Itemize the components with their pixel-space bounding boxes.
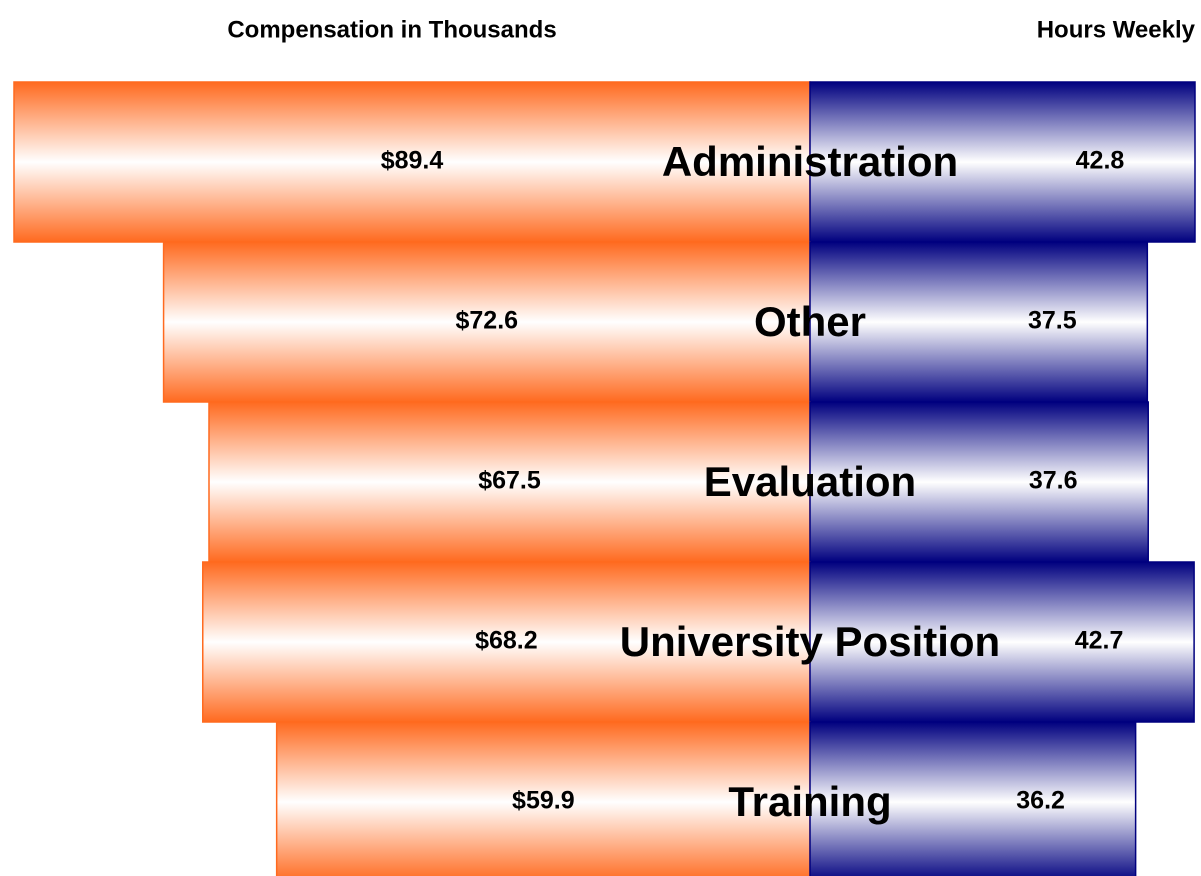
value-label: $89.4 — [381, 147, 444, 175]
category-text: Evaluation — [703, 457, 917, 505]
bar-compensation — [208, 401, 811, 563]
category-label: Training — [728, 777, 892, 825]
bar-hours — [809, 561, 1195, 723]
value-label: $67.5 — [478, 467, 541, 495]
bar-compensation — [13, 81, 811, 243]
bar-compensation — [162, 241, 811, 403]
category-label: Evaluation — [703, 457, 917, 505]
category-label: University Position — [619, 617, 1001, 665]
bar-hours — [809, 81, 1196, 243]
value-label: 37.6 — [1029, 467, 1078, 495]
value-label: 42.7 — [1075, 627, 1124, 655]
category-text: Other — [753, 297, 866, 345]
value-label: 36.2 — [1016, 787, 1065, 815]
category-text: University Position — [619, 617, 1001, 665]
value-label: $59.9 — [512, 787, 575, 815]
bar-hours — [809, 721, 1137, 876]
category-label: Administration — [661, 137, 959, 185]
bar-compensation — [275, 721, 811, 876]
category-text: Administration — [661, 137, 959, 185]
legend-right: Hours Weekly — [1037, 16, 1196, 43]
value-label: 42.8 — [1076, 147, 1125, 175]
bar-hours — [809, 241, 1149, 403]
category-text: Training — [728, 777, 892, 825]
value-label: 37.5 — [1028, 307, 1077, 335]
bar-hours — [809, 401, 1149, 563]
value-label: $68.2 — [475, 627, 538, 655]
bar-compensation — [202, 561, 811, 723]
category-label: Other — [753, 297, 866, 345]
value-label: $72.6 — [456, 307, 519, 335]
legend-left: Compensation in Thousands — [227, 16, 556, 43]
